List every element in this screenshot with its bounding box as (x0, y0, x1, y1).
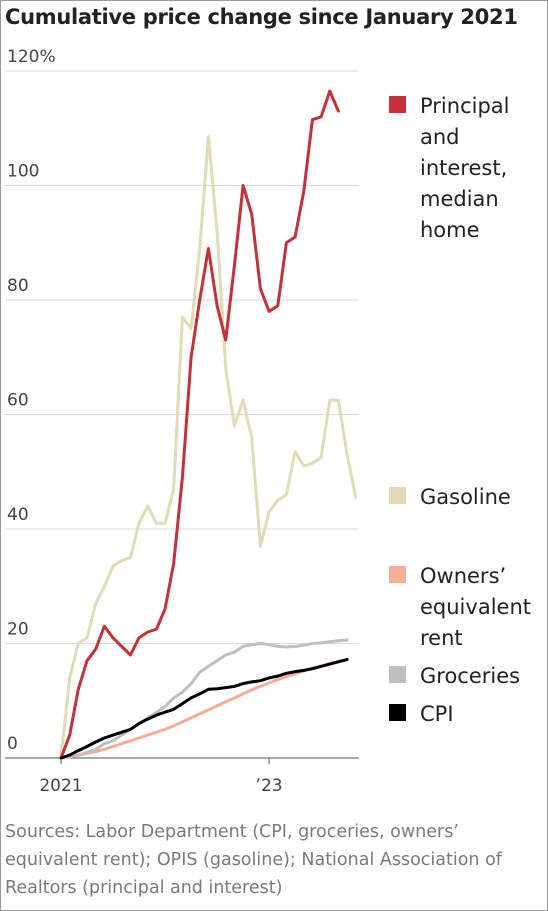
y-tick-label: 20 (7, 620, 29, 640)
series-line (59, 135, 358, 760)
y-tick-label: 120% (7, 47, 56, 67)
chart-title: Cumulative price change since January 20… (5, 5, 518, 29)
legend-item: CPI (389, 699, 547, 730)
series-line (59, 89, 340, 760)
source-note: Sources: Labor Department (CPI, grocerie… (5, 822, 502, 898)
legend-swatch (389, 96, 406, 113)
x-tick-label: 2021 (39, 776, 82, 796)
legend-swatch (389, 566, 406, 583)
y-tick-label: 80 (7, 276, 29, 296)
legend-label: Gasoline (420, 485, 511, 509)
legend-label: CPI (420, 702, 454, 726)
legend-swatch (389, 487, 406, 504)
legend-item: Principal and interest, median home (389, 91, 547, 246)
legend-item: Groceries (389, 661, 547, 692)
legend-label: Owners’ equivalent rent (420, 564, 531, 650)
legend-item: Gasoline (389, 482, 547, 513)
y-tick-label: 0 (7, 734, 18, 754)
y-tick-label: 100 (7, 162, 39, 182)
legend-item: Owners’ equivalent rent (389, 561, 547, 654)
series-line (59, 638, 349, 760)
legend-label: Principal and interest, median home (420, 94, 510, 242)
legend-swatch (389, 666, 406, 683)
x-tick-label: ’23 (256, 776, 283, 796)
legend-label: Groceries (420, 664, 521, 688)
y-tick-label: 60 (7, 391, 29, 411)
legend-swatch (389, 704, 406, 721)
series-line (59, 658, 349, 760)
y-tick-label: 40 (7, 505, 29, 525)
